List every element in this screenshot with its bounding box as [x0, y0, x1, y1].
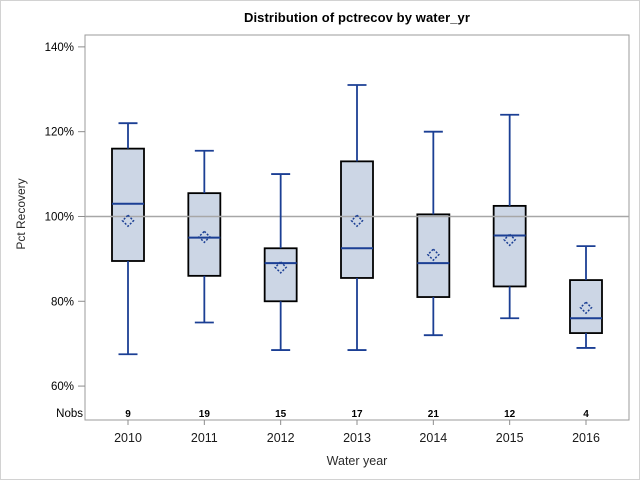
mean-diamond-marker [503, 233, 517, 247]
nobs-value: 21 [428, 409, 440, 420]
x-tick-label: 2015 [496, 431, 524, 445]
mean-diamond-marker [579, 301, 593, 315]
y-tick-label: 80% [51, 296, 74, 308]
y-axis-title: Pct Recovery [14, 178, 28, 250]
x-tick-label: 2014 [419, 431, 447, 445]
y-tick-label: 120% [45, 127, 74, 139]
nobs-value: 12 [504, 409, 516, 420]
nobs-value: 17 [351, 409, 363, 420]
nobs-value: 15 [275, 409, 287, 420]
x-tick-label: 2011 [191, 431, 218, 445]
box-iqr [569, 279, 603, 334]
x-tick-label: 2012 [267, 431, 295, 445]
mean-diamond-marker [426, 248, 440, 262]
box-iqr [187, 192, 222, 277]
nobs-row-label: Nobs [56, 408, 83, 420]
box-iqr [340, 160, 374, 279]
chart-title: Distribution of pctrecov by water_yr [243, 10, 471, 25]
x-tick-label: 2016 [572, 431, 600, 445]
y-tick-label: 140% [45, 42, 74, 54]
mean-diamond-marker [350, 214, 364, 228]
mean-diamond-marker [274, 260, 288, 274]
nobs-value: 19 [199, 409, 211, 420]
x-tick-label: 2013 [343, 431, 371, 445]
box-iqr [416, 213, 451, 298]
y-tick-label: 100% [45, 211, 74, 223]
y-tick-label: 60% [51, 381, 74, 393]
x-axis-title: Water year [326, 454, 388, 468]
nobs-value: 9 [125, 409, 131, 420]
mean-diamond-marker [197, 230, 211, 244]
box-iqr [111, 147, 145, 262]
nobs-value: 4 [583, 409, 589, 420]
mean-diamond-marker [121, 214, 135, 228]
x-tick-label: 2010 [114, 431, 142, 445]
box-iqr [263, 247, 298, 303]
